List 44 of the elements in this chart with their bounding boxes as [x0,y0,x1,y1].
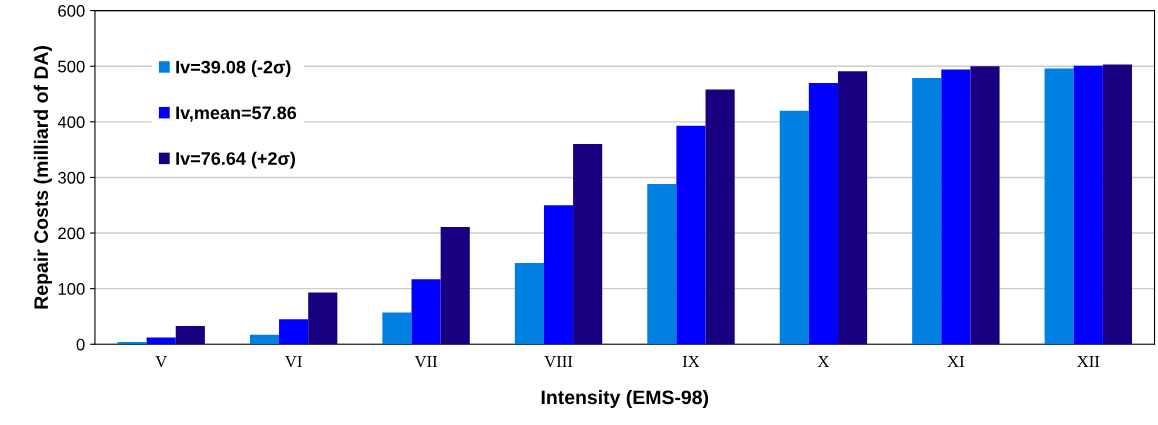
bar [175,325,205,345]
y-tick-label: 400 [57,116,85,129]
x-tick-label: V [155,356,168,368]
bar [705,89,735,345]
bar [411,279,441,345]
bar [912,77,942,345]
x-axis-title: Intensity (EMS-98) [541,389,709,409]
bar [647,184,677,345]
bar [1102,64,1133,345]
x-tick-label: X [817,356,830,367]
bar [146,337,176,345]
bar [970,66,1000,345]
bar [117,342,147,345]
bar [941,69,971,345]
x-tick-label: XI [947,356,965,367]
bar [279,319,309,345]
legend-label: Iv,mean=57.86 [176,106,297,122]
bar [440,226,470,345]
bar [676,125,706,345]
bar [808,82,838,345]
y-tick-label: 100 [58,283,85,295]
bar [308,292,338,345]
legend-label: Iv=39.08 (-2σ) [176,60,291,78]
bar [1044,68,1074,345]
bar [779,110,809,345]
y-tick-label: 600 [58,5,85,17]
bar [514,263,544,345]
y-tick-label: 300 [58,171,85,184]
x-tick-label: XII [1077,356,1100,367]
x-tick-label: IX [682,356,700,367]
y-axis-title: Repair Costs (milliard of DA) [33,46,52,309]
bar [837,71,868,345]
bar [249,334,280,345]
x-tick-label: VII [414,356,438,368]
y-tick-label: 0 [76,338,85,351]
legend-label: Iv=76.64 (+2σ) [176,151,295,169]
x-tick-label: VIII [544,356,573,368]
bar [543,205,574,345]
x-tick-label: VI [285,356,302,368]
y-tick-label: 500 [58,60,85,73]
bar [573,144,603,345]
bar [1073,65,1103,345]
y-tick-label: 200 [58,227,85,240]
bar [382,312,412,345]
